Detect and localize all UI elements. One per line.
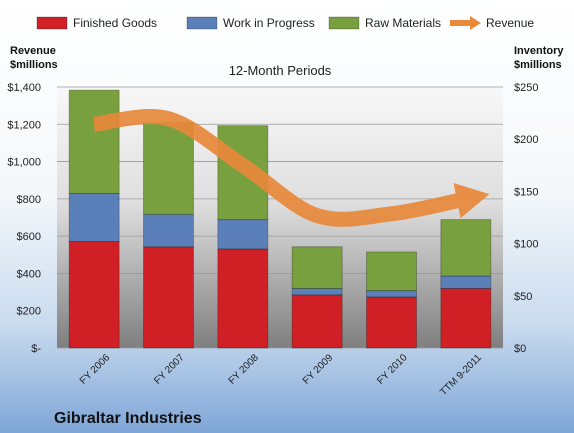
right-tick-label: $250 [514,82,538,94]
bar-work-in-progress-fy-2010 [366,290,417,298]
left-tick-label: $1,400 [7,82,41,94]
plot-background [57,87,503,348]
bar-work-in-progress-fy-2007 [143,213,194,248]
legend-swatch-finished-goods [36,16,68,30]
right-axis-label-line1: Inventory [514,45,564,57]
right-axis-label-line2: $millions [514,59,562,71]
bar-finished-goods-fy-2008 [217,248,269,349]
category-labels: FY 2006 FY 2007 FY 2008 FY 2009 FY 2010 TTM 9… [78,352,484,398]
category-label: TTM 9-2011 [438,352,484,398]
bar-raw-materials-fy-2007 [143,121,194,215]
bar-finished-goods-fy-2006 [68,241,120,349]
legend-label-raw-materials: Raw Materials [365,16,441,30]
category-label: FY 2006 [78,352,113,387]
left-tick-label: $1,200 [7,119,41,131]
category-label: FY 2009 [301,352,336,387]
bar-stacks [68,89,492,349]
left-axis-label-line1: Revenue [10,45,56,57]
right-axis-ticks: $0 $50 $100 $150 $200 $250 [514,82,538,355]
bar-finished-goods-fy-2009 [291,294,343,349]
bar-raw-materials-ttm-9-2011 [440,219,492,277]
left-tick-label: $200 [17,306,41,318]
legend-label-revenue: Revenue [486,16,534,30]
legend-arrow-icon [470,16,481,30]
category-label: FY 2007 [152,352,187,387]
right-tick-label: $100 [514,239,538,251]
left-axis-ticks: $- $200 $400 $600 $800 $1,000 $1,200 $1,400 [7,82,41,355]
revenue-line [93,109,490,227]
revenue-line-layer [93,109,490,227]
right-tick-label: $200 [514,134,538,146]
left-axis-label-line2: $millions [10,59,58,71]
left-tick-label: $400 [17,268,41,280]
left-tick-label: $600 [17,231,41,243]
legend-swatch-work-in-progress [186,16,218,30]
bar-finished-goods-fy-2007 [143,246,194,349]
bar-finished-goods-fy-2010 [366,296,417,349]
left-tick-label: $- [31,343,41,355]
bar-work-in-progress-fy-2008 [217,219,269,250]
legend: Finished Goods Work in Progress Raw Materi… [36,16,534,30]
right-tick-label: $0 [514,343,526,355]
legend-swatch-raw-materials [328,16,360,30]
left-tick-label: $1,000 [7,157,41,169]
bar-finished-goods-ttm-9-2011 [440,287,492,349]
bar-raw-materials-fy-2010 [366,251,417,292]
bar-work-in-progress-ttm-9-2011 [440,275,492,289]
legend-label-finished-goods: Finished Goods [73,16,157,30]
bar-raw-materials-fy-2009 [291,246,343,289]
bar-work-in-progress-fy-2009 [291,287,343,296]
category-label: FY 2010 [375,352,410,387]
right-tick-label: $150 [514,186,538,198]
category-label: FY 2008 [227,352,262,387]
left-tick-label: $800 [17,194,41,206]
bar-work-in-progress-fy-2006 [68,192,120,243]
legend-label-work-in-progress: Work in Progress [223,16,315,30]
bar-raw-materials-fy-2006 [68,89,120,194]
chart-title: 12-Month Periods [229,63,332,78]
gridlines [57,86,503,349]
right-tick-label: $50 [514,291,532,303]
company-name: Gibraltar Industries [54,410,202,427]
